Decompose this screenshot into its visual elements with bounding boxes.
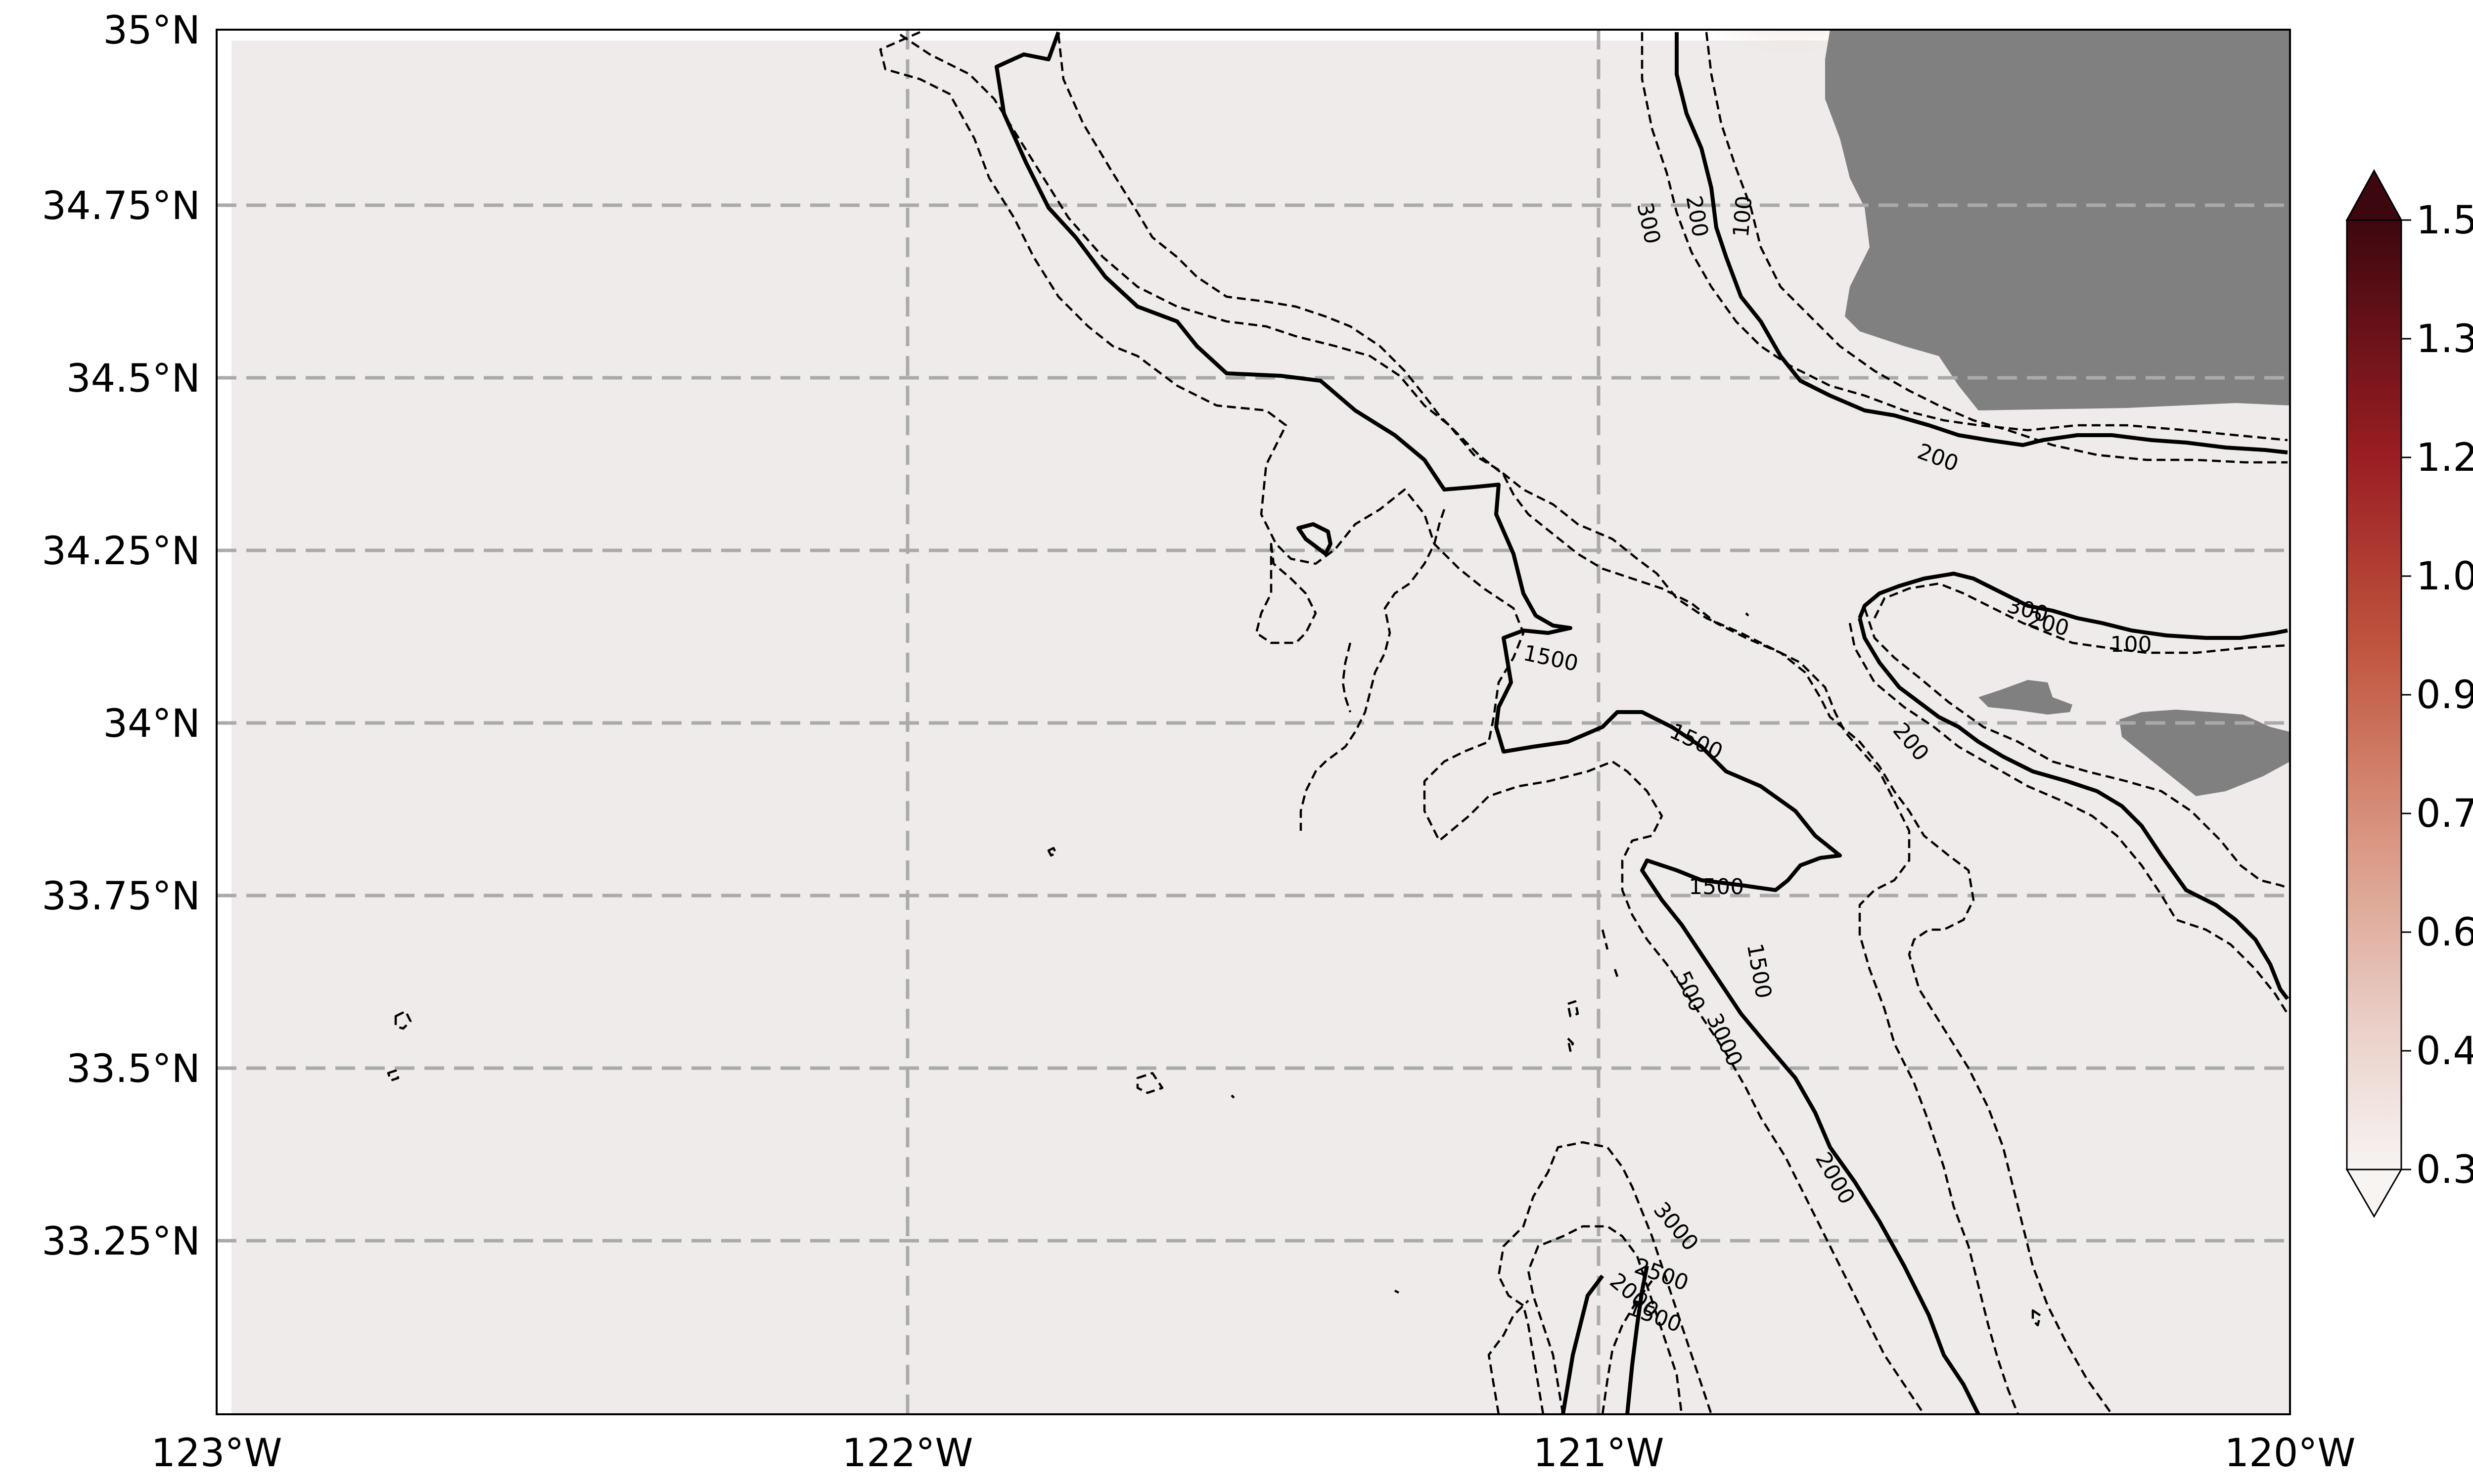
colorbar-tick-label: 0.60 bbox=[2416, 910, 2473, 955]
x-tick-label: 123°W bbox=[151, 1431, 282, 1476]
dashed-contours bbox=[387, 31, 2289, 1414]
land-island-santa-rosa bbox=[1978, 680, 2072, 715]
x-tick-label: 120°W bbox=[2224, 1431, 2355, 1476]
colorbar-tick-label: 1.05 bbox=[2416, 554, 2473, 599]
y-tick-label: 35°N bbox=[103, 8, 200, 53]
x-tick-label: 121°W bbox=[1533, 1431, 1664, 1476]
y-tick-label: 34.5°N bbox=[66, 357, 200, 401]
colorbar-tick-label: 1.50 bbox=[2416, 198, 2473, 243]
colorbar-extend-bottom bbox=[2345, 1169, 2403, 1218]
x-axis-ticks: 123°W 122°W 121°W 120°W bbox=[151, 1431, 2355, 1476]
land-mainland bbox=[1825, 30, 2290, 410]
colorbar-tick-label: 1.20 bbox=[2416, 436, 2473, 480]
y-tick-label: 34°N bbox=[103, 702, 200, 746]
colorbar-tick-label: 0.45 bbox=[2416, 1029, 2473, 1074]
colorbar-tick-label: 1.35 bbox=[2416, 317, 2473, 361]
colorbar-tick-label: 0.90 bbox=[2416, 673, 2473, 718]
colorbar-body bbox=[2346, 219, 2402, 1170]
x-tick-label: 122°W bbox=[842, 1431, 973, 1476]
y-tick-label: 33.75°N bbox=[42, 874, 200, 919]
y-tick-label: 33.25°N bbox=[42, 1219, 200, 1264]
y-tick-label: 33.5°N bbox=[66, 1047, 200, 1091]
contour-label: 1500 bbox=[1689, 874, 1744, 899]
gridlines bbox=[217, 30, 2290, 1414]
colorbar-tick-label: 0.30 bbox=[2416, 1148, 2473, 1192]
colorbar-tick-label: 0.75 bbox=[2416, 792, 2473, 836]
y-tick-label: 34.75°N bbox=[42, 184, 200, 228]
colorbar-extend-top bbox=[2345, 169, 2403, 221]
y-axis-ticks: 35°N 34.75°N 34.5°N 34.25°N 34°N 33.75°N… bbox=[42, 8, 200, 1264]
y-tick-label: 34.25°N bbox=[42, 529, 200, 574]
contour-label: 100 bbox=[1729, 195, 1757, 238]
solid-contours bbox=[995, 31, 2290, 1414]
contour-label: 100 bbox=[2110, 632, 2152, 657]
plot-frame bbox=[216, 29, 2291, 1415]
land-island-santa-cruz bbox=[2119, 710, 2290, 796]
colorbar: 1.501.351.201.050.900.750.600.450.30 RMS… bbox=[2345, 169, 2473, 1218]
colorbar-ticks: 1.50 1.35 1.20 1.05 0.90 0.75 0.60 0.45 0.30 bbox=[2401, 198, 2473, 1192]
